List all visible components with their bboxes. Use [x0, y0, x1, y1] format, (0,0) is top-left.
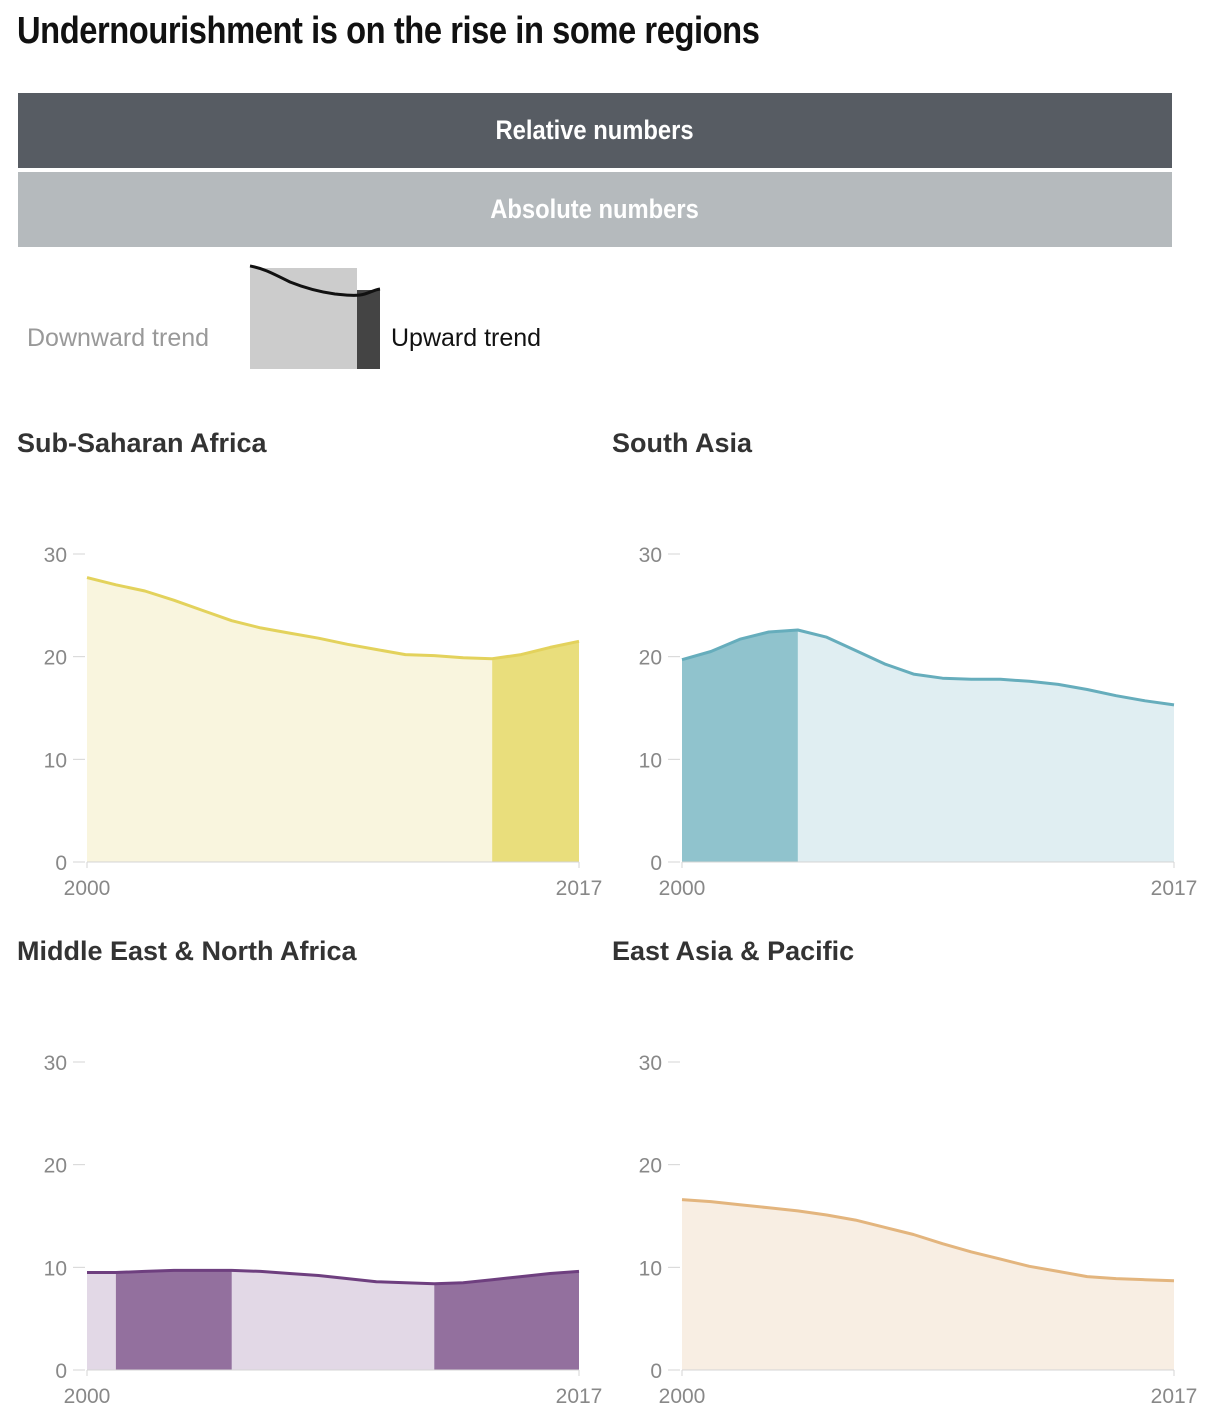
- area-chart: 0 10 20 30 2000 2017: [639, 1052, 1198, 1408]
- area-chart: 0 10 20 30 2000 2017: [639, 544, 1198, 900]
- area-chart: 0 10 20 30 2000 2017: [44, 1052, 603, 1408]
- upward-area: [492, 641, 579, 862]
- downward-area: [682, 1199, 1174, 1370]
- series-line: [87, 1268, 580, 1286]
- y-tick-label: 0: [55, 1360, 67, 1383]
- absolute-numbers-label: Absolute numbers: [490, 194, 700, 224]
- y-tick-label: 20: [44, 647, 67, 670]
- series-line: [86, 576, 580, 661]
- chart-panel-sub-saharan-africa: Sub-Saharan Africa 0 10 20 30 2000 2017: [17, 428, 617, 908]
- x-tick-label: 2000: [659, 1385, 706, 1408]
- upward-area: [115, 1270, 232, 1370]
- y-tick-label: 30: [639, 544, 662, 567]
- y-tick-label: 0: [650, 1360, 662, 1383]
- upward-area: [434, 1271, 579, 1370]
- upward-area: [682, 630, 798, 862]
- chart-title: Middle East & North Africa: [17, 936, 357, 966]
- y-tick-label: 10: [639, 1257, 662, 1280]
- y-tick-label: 10: [44, 749, 67, 772]
- x-tick-label: 2000: [659, 877, 706, 900]
- relative-numbers-button[interactable]: Relative numbers: [18, 93, 1172, 168]
- x-tick-label: 2017: [556, 1385, 603, 1408]
- chart-panel-middle-east-north-africa: Middle East & North Africa 0 10 20 30 2000 20…: [17, 936, 617, 1416]
- series-line: [681, 628, 1175, 707]
- chart-title: South Asia: [612, 428, 753, 458]
- x-tick-label: 2017: [1151, 1385, 1198, 1408]
- y-tick-label: 30: [44, 1052, 67, 1075]
- y-tick-label: 0: [55, 852, 67, 875]
- chart-title: East Asia & Pacific: [612, 936, 855, 966]
- chart-title: Sub-Saharan Africa: [17, 428, 267, 458]
- y-tick-label: 20: [639, 1155, 662, 1178]
- y-tick-label: 30: [639, 1052, 662, 1075]
- page-title: Undernourishment is on the rise in some …: [17, 10, 760, 52]
- legend-downward-label: Downward trend: [27, 324, 210, 352]
- downward-area: [87, 577, 579, 862]
- relative-numbers-label: Relative numbers: [495, 115, 695, 145]
- y-tick-label: 10: [639, 749, 662, 772]
- trend-legend: [249, 264, 381, 369]
- y-tick-label: 20: [44, 1155, 67, 1178]
- x-tick-label: 2017: [556, 877, 603, 900]
- legend-trend-line: [249, 264, 381, 297]
- series-line: [681, 1198, 1175, 1283]
- x-tick-label: 2000: [64, 877, 111, 900]
- y-tick-label: 20: [639, 647, 662, 670]
- chart-panel-south-asia: South Asia 0 10 20 30 2000 2017: [612, 428, 1208, 908]
- x-tick-label: 2017: [1151, 877, 1198, 900]
- absolute-numbers-button[interactable]: Absolute numbers: [18, 172, 1172, 247]
- legend-upward-label: Upward trend: [391, 324, 542, 352]
- legend-downward-swatch: [250, 268, 357, 369]
- x-tick-label: 2000: [64, 1385, 111, 1408]
- y-tick-label: 30: [44, 544, 67, 567]
- y-tick-label: 0: [650, 852, 662, 875]
- area-chart: 0 10 20 30 2000 2017: [44, 544, 603, 900]
- chart-panel-east-asia-pacific: East Asia & Pacific 0 10 20 30 2000 2017: [612, 936, 1208, 1416]
- downward-area: [682, 630, 1174, 862]
- legend-upward-swatch: [357, 290, 380, 369]
- y-tick-label: 10: [44, 1257, 67, 1280]
